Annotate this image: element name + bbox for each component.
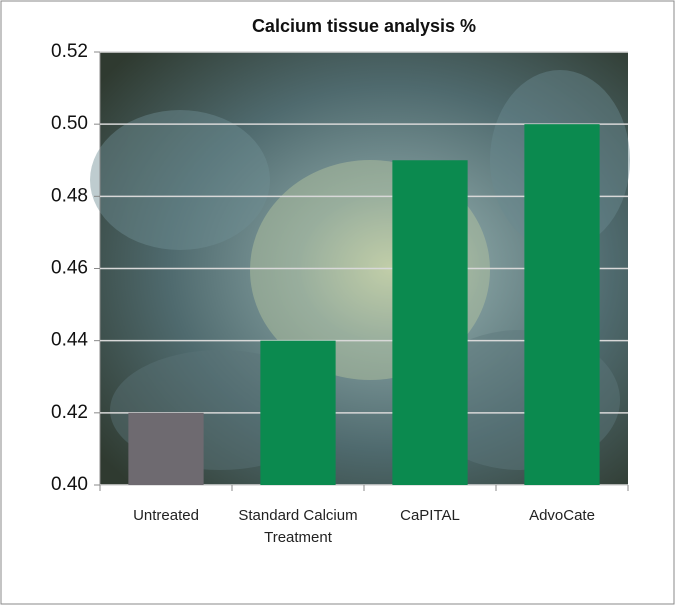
y-tick-label: 0.52 bbox=[51, 41, 88, 62]
y-tick-label: 0.40 bbox=[51, 474, 88, 495]
y-tick-label: 0.44 bbox=[51, 330, 88, 351]
x-tick-label: Standard Calcium Treatment bbox=[238, 505, 358, 549]
bar bbox=[524, 124, 599, 485]
x-tick-label: AdvoCate bbox=[502, 505, 622, 527]
bar bbox=[392, 160, 467, 485]
chart-title: Calcium tissue analysis % bbox=[252, 16, 476, 36]
bar bbox=[128, 413, 203, 485]
y-tick-label: 0.50 bbox=[51, 113, 88, 134]
y-tick-label: 0.42 bbox=[51, 402, 88, 423]
x-tick-label: Untreated bbox=[106, 505, 226, 527]
y-tick-label: 0.46 bbox=[51, 258, 88, 279]
chart-page: Calcium tissue analysis % 0.40 0.42 0.44 0.… bbox=[0, 0, 675, 605]
y-tick-label: 0.48 bbox=[51, 185, 88, 206]
bar bbox=[260, 341, 335, 485]
x-tick-label: CaPITAL bbox=[370, 505, 490, 527]
